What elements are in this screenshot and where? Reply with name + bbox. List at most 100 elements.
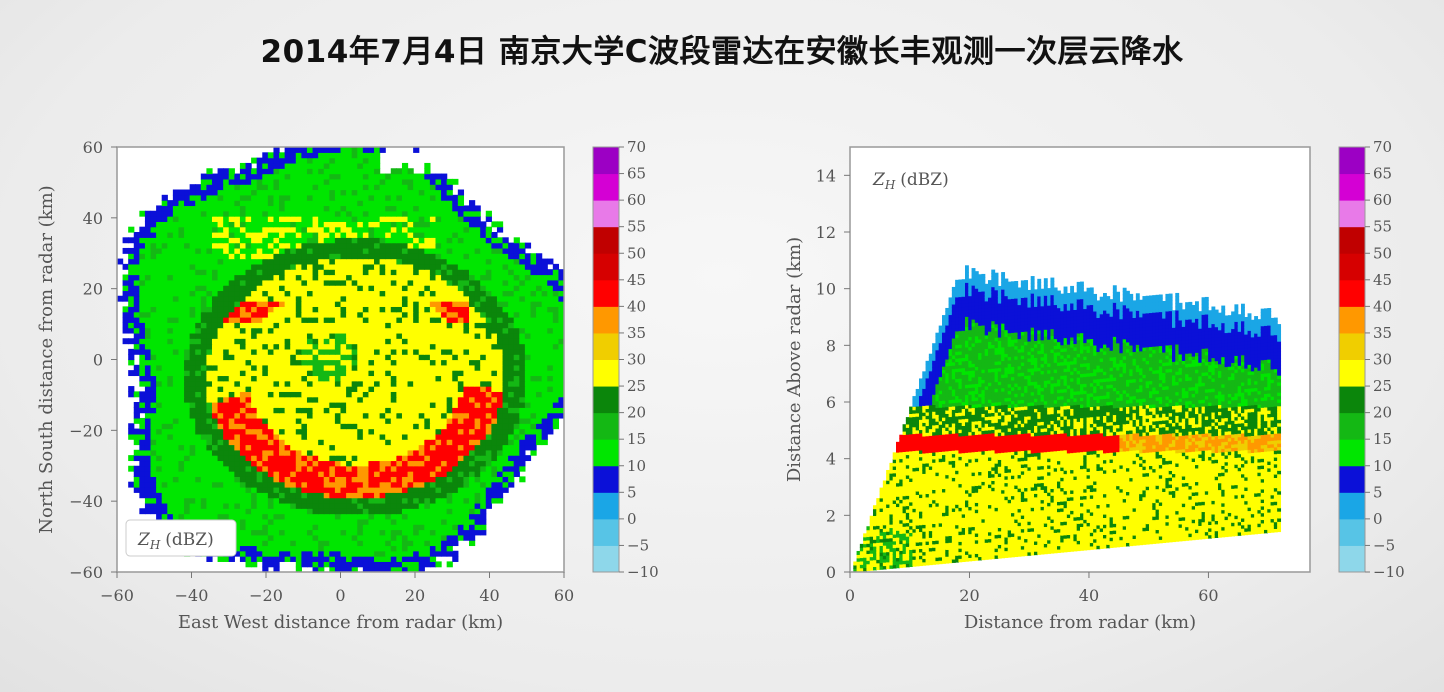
ppi-cell [184,216,191,222]
ppi-cell [429,290,437,297]
ppi-cell [273,306,280,313]
ppi-cell [463,247,470,254]
ppi-cell [206,232,213,238]
ppi-cell [374,322,381,329]
ppi-cell [485,380,492,387]
ppi-cell [357,508,364,515]
ppi-cell [167,290,174,297]
ppi-cell [429,524,437,531]
ppi-cell [385,492,392,499]
ppi-cell [541,402,548,408]
ppi-cell [279,242,286,249]
ppi-cell [312,210,319,217]
ppi-cell [133,242,140,249]
ppi-cell [457,343,465,350]
ppi-cell [457,455,465,462]
ppi-cell [530,412,537,419]
ppi-cell [312,386,319,392]
ppi-cell [239,471,247,477]
ppi-cell [401,317,409,323]
ppi-cell [346,327,353,334]
ppi-cell [491,423,498,430]
ppi-cell [178,465,185,472]
ppi-cell [491,279,498,286]
ppi-cell [491,253,498,260]
ppi-cell [401,492,409,499]
ppi-cell [306,402,314,408]
ppi-cell [228,221,235,228]
ppi-cell [167,497,174,504]
ppi-cell [195,317,202,323]
ppi-cell [234,386,241,392]
ppi-cell [435,465,442,472]
ppi-cell [346,253,353,260]
ppi-cell [340,226,347,233]
ppi-cell [508,423,515,430]
ppi-cell [407,210,414,217]
ppi-cell [424,311,431,318]
ppi-cell [178,348,185,355]
ppi-cell [357,455,364,462]
ppi-cell [239,200,247,207]
ppi-cell [530,332,537,339]
ppi-cell [245,269,252,276]
ppi-cell [184,481,191,488]
ppi-cell [211,497,219,504]
ppi-cell [200,285,207,292]
ppi-cell [139,391,146,398]
ppi-cell [424,455,431,462]
ppi-cell [318,348,325,355]
ppi-cell [469,306,476,313]
ppi-cell [306,412,314,419]
ppi-cell [396,279,403,286]
ppi-cell [189,285,196,292]
ppi-cell [178,497,185,504]
ppi-cell [200,178,207,185]
ppi-cell [172,471,180,477]
ppi-cell [329,205,336,212]
ppi-cell [279,184,286,191]
ppi-cell [435,306,442,313]
ppi-cell [346,269,353,276]
ppi-cell [480,317,487,323]
ppi-cell [496,279,504,286]
ppi-cell [407,317,414,323]
ppi-cell [284,200,291,207]
ppi-cell [452,428,459,435]
ppi-cell [413,370,420,377]
ppi-cell [552,354,560,361]
ppi-cell [312,540,319,547]
ppi-cell [491,332,498,339]
ppi-cell [161,253,168,260]
ppi-cell [306,476,314,483]
ppi-cell [463,391,470,398]
ppi-cell [435,487,442,493]
ppi-cell [418,529,425,536]
ppi-cell [206,322,213,329]
ppi-cell [374,556,381,562]
ppi-cell [469,460,476,467]
ppi-cell [536,370,543,377]
ppi-cell [340,545,347,552]
ppi-cell [407,301,414,307]
ppi-cell [502,354,509,361]
ppi-cell [267,301,275,307]
ppi-cell [519,428,526,435]
ppi-cell [239,301,247,307]
ppi-cell [396,481,403,488]
ppi-cell [401,540,409,547]
ppi-cell [273,210,280,217]
ppi-cell [267,269,275,276]
ppi-cell [530,258,537,265]
ppi-cell [524,317,532,323]
ppi-cell [323,317,330,323]
ppi-cell [267,306,275,313]
ppi-cell [295,465,302,472]
ppi-cell [284,274,291,281]
ppi-cell [211,412,219,419]
ppi-cell [200,200,207,207]
ppi-cell [262,375,269,382]
ppi-cell [334,487,342,493]
ppi-cell [552,417,560,424]
ppi-cell [452,285,459,292]
